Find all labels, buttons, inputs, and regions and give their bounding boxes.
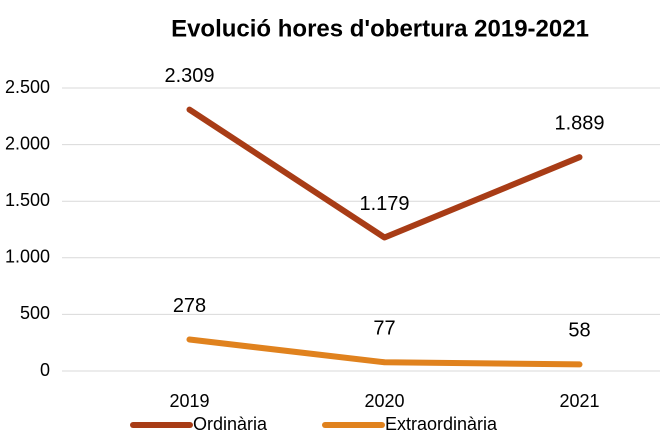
data-label: 1.179 xyxy=(359,193,409,215)
x-tick-label: 2019 xyxy=(169,391,209,411)
legend-label: Ordinària xyxy=(193,414,268,434)
series-line xyxy=(186,336,583,368)
y-tick-label: 2.000 xyxy=(5,133,50,153)
data-label: 1.889 xyxy=(554,112,604,134)
y-tick-label: 0 xyxy=(40,360,50,380)
data-label: 2.309 xyxy=(164,65,214,87)
chart-title: Evolució hores d'obertura 2019-2021 xyxy=(171,15,589,42)
x-tick-label: 2021 xyxy=(559,391,599,411)
y-tick-label: 1.000 xyxy=(5,247,50,267)
y-tick-label: 500 xyxy=(20,303,50,323)
y-tick-label: 2.500 xyxy=(5,77,50,97)
y-tick-label: 1.500 xyxy=(5,190,50,210)
data-label: 77 xyxy=(373,318,395,340)
legend-label: Extraordinària xyxy=(385,414,498,434)
data-label: 278 xyxy=(173,295,206,317)
series-line xyxy=(186,106,583,241)
data-label: 58 xyxy=(568,320,590,342)
x-tick-label: 2020 xyxy=(364,391,404,411)
